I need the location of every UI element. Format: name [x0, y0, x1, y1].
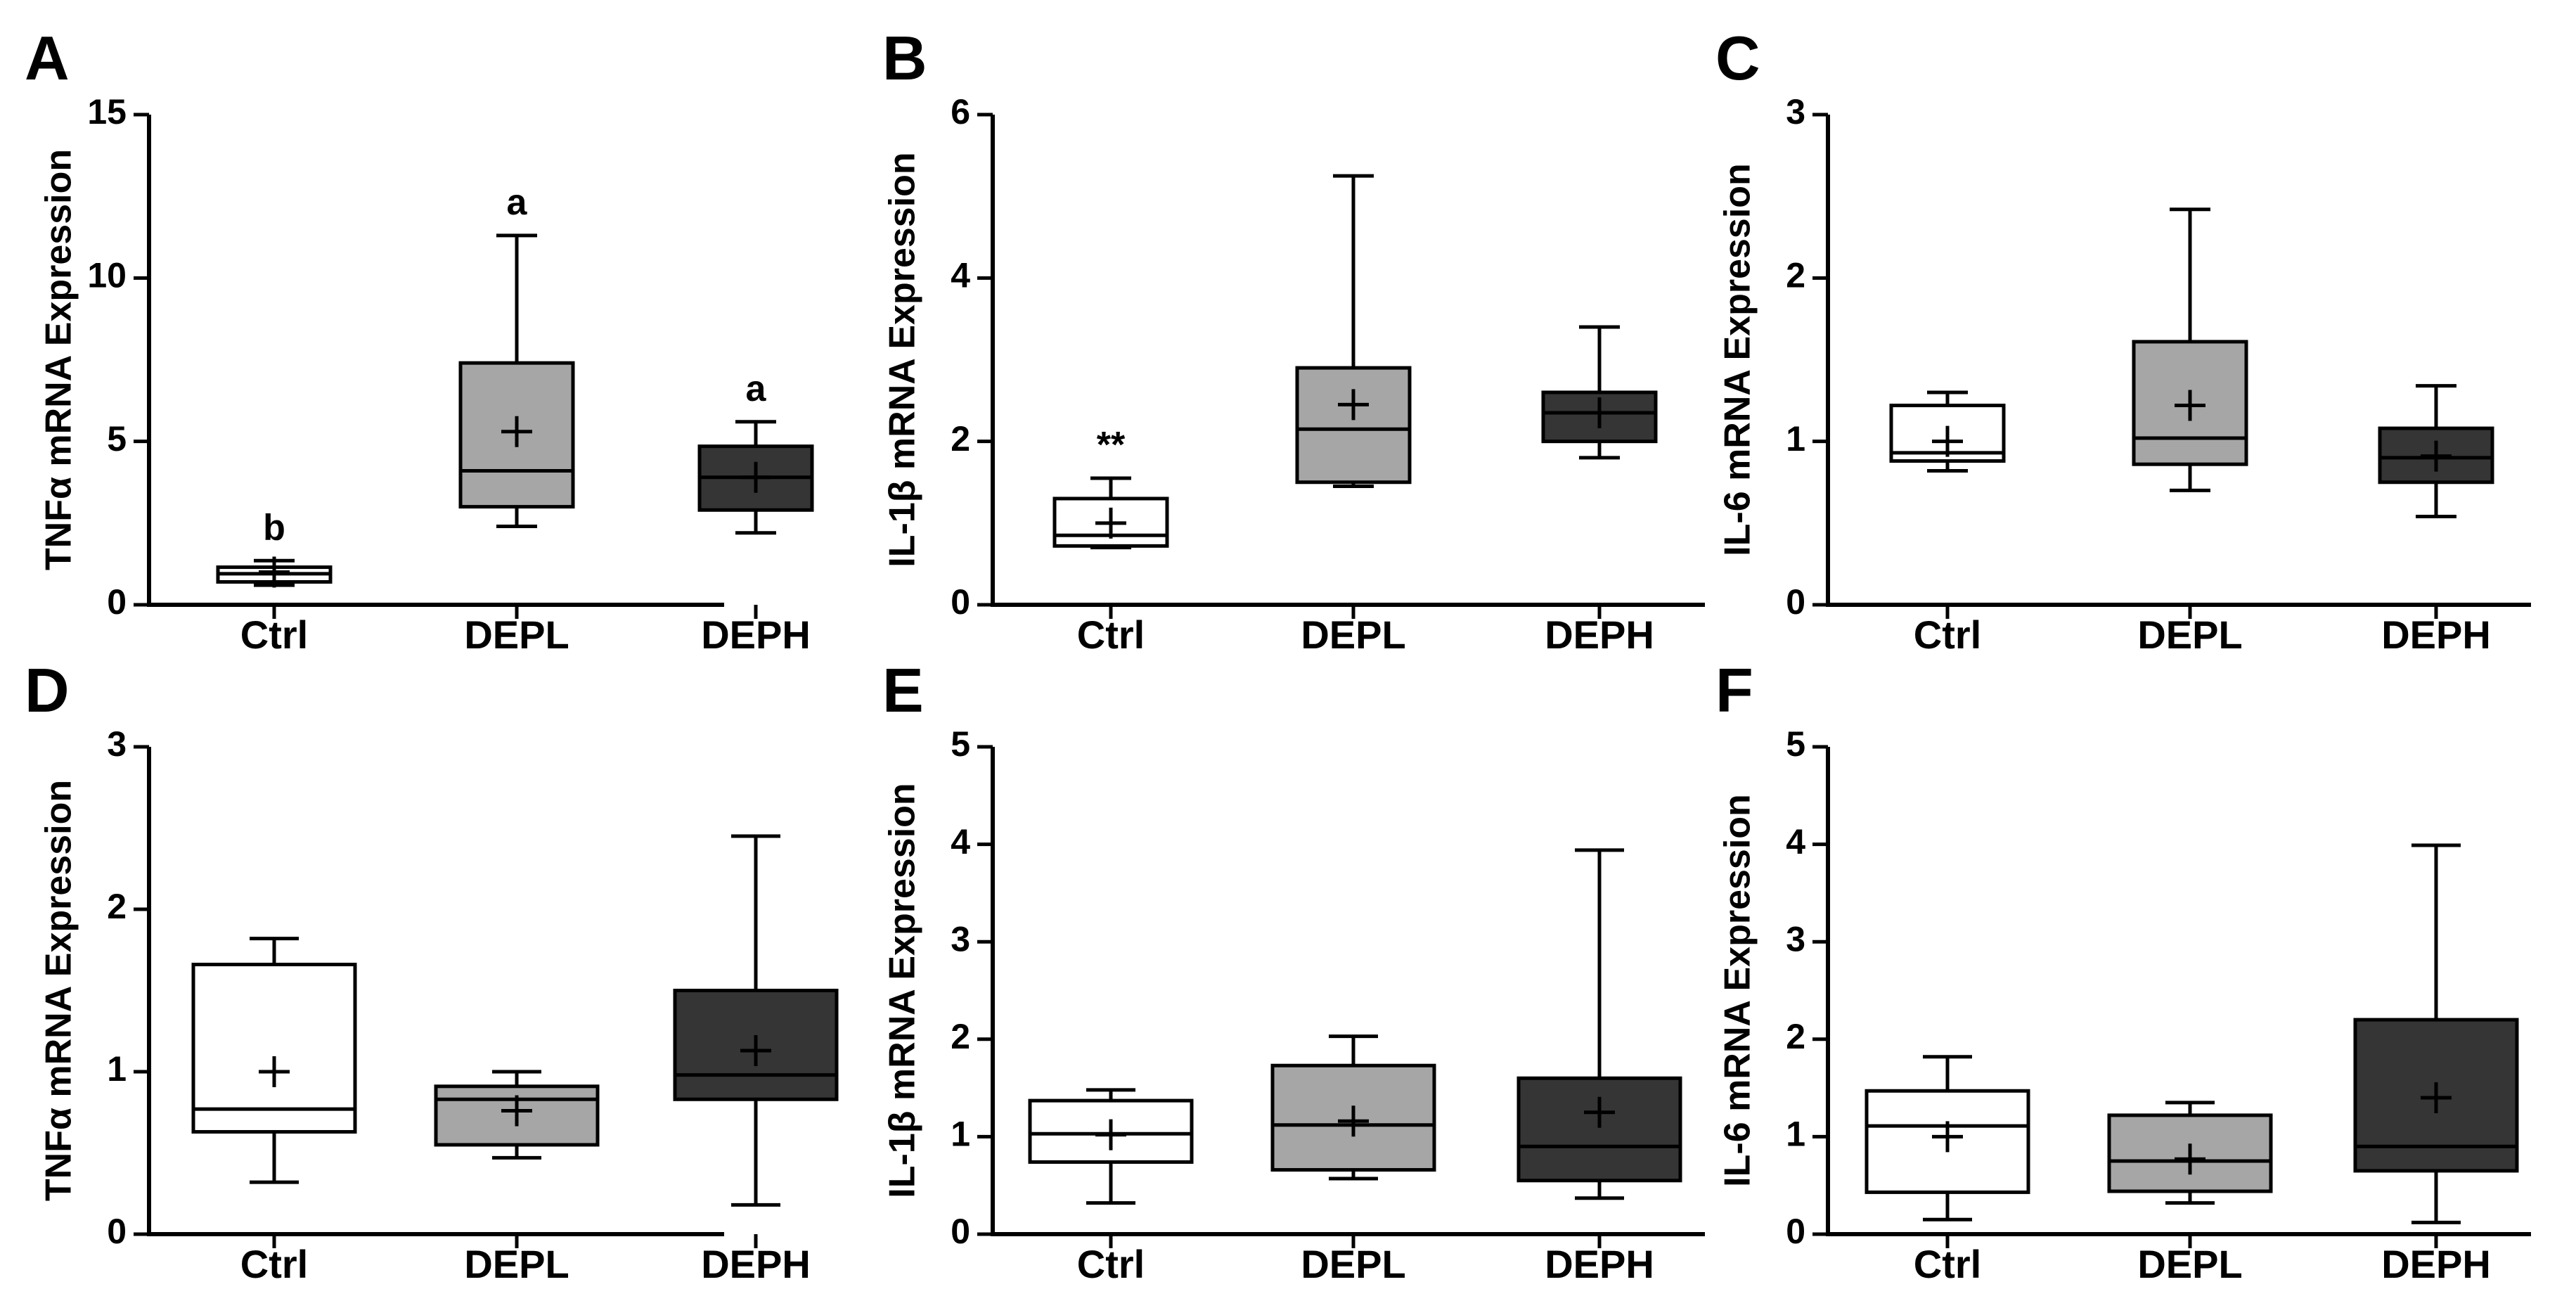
- box-deph: [673, 834, 839, 1207]
- y-axis-label: IL-6 mRNA Expression: [1718, 794, 1758, 1187]
- y-tick-label: 5: [107, 419, 127, 459]
- y-tick-label: 1: [951, 1115, 970, 1154]
- y-tick-label: 4: [951, 256, 970, 295]
- y-tick-label: 0: [107, 1212, 127, 1251]
- x-tick-label-ctrl: Ctrl: [1914, 1242, 1981, 1286]
- box-depl: [1270, 1034, 1436, 1181]
- panel-f: F IL-6 mRNA Expression 0 1 2 3 4 5 Ctrl DEPL DEPH: [1715, 655, 2531, 1286]
- panel-a: A TNFα mRNA Expression 0 5 10 15 Ctrl DEPL DEPH b…: [25, 23, 814, 657]
- panel-b: B IL-1β mRNA Expression 0 2 4 6 Ctrl DEPL DEPH **: [882, 23, 1705, 657]
- y-tick-label: 0: [951, 1212, 970, 1251]
- x-tick-label-deph: DEPH: [1545, 613, 1654, 657]
- panel-d: D TNFα mRNA Expression 0 1 2 3 Ctrl DEPL DEPH: [25, 655, 839, 1286]
- box-deph: a: [697, 368, 814, 535]
- y-tick-label: 10: [87, 256, 127, 295]
- box-ctrl: [1865, 1055, 2030, 1222]
- x-tick-label-deph: DEPH: [701, 613, 811, 657]
- y-axis-label: IL-1β mRNA Expression: [882, 783, 923, 1198]
- y-tick-label: 0: [107, 582, 127, 622]
- y-tick-label: 3: [1786, 92, 1805, 132]
- x-tick-label-ctrl: Ctrl: [1914, 613, 1981, 657]
- box-iqr: [458, 361, 575, 509]
- y-tick-label: 2: [1786, 256, 1805, 295]
- box-iqr: [1516, 1076, 1682, 1183]
- y-tick-label: 6: [951, 92, 970, 132]
- y-tick-label: 5: [951, 724, 970, 764]
- x-tick-label-depl: DEPL: [2137, 613, 2242, 657]
- box-ctrl: b: [216, 507, 333, 588]
- significance-label: **: [1097, 425, 1126, 466]
- y-tick-label: 0: [951, 582, 970, 622]
- x-tick-label-depl: DEPL: [2137, 1242, 2242, 1286]
- y-axis-label: IL-6 mRNA Expression: [1718, 163, 1758, 556]
- significance-label: a: [507, 182, 528, 223]
- significance-label: a: [746, 368, 767, 409]
- x-tick-label-ctrl: Ctrl: [1077, 1242, 1145, 1286]
- box-iqr: [191, 963, 357, 1134]
- y-tick-label: 5: [1786, 724, 1805, 764]
- x-tick-label-depl: DEPL: [1301, 1242, 1405, 1286]
- panel-letter: F: [1715, 655, 1753, 725]
- x-tick-label-deph: DEPH: [1545, 1242, 1654, 1286]
- y-tick-label: 3: [951, 919, 970, 958]
- y-tick-label: 1: [1786, 1115, 1805, 1154]
- y-axis-label: TNFα mRNA Expression: [39, 149, 79, 570]
- y-tick-label: 0: [1786, 1212, 1805, 1251]
- y-tick-label: 3: [107, 724, 127, 764]
- box-depl: [2107, 1101, 2273, 1205]
- y-tick-label: 2: [951, 1017, 970, 1056]
- box-deph: [1516, 848, 1682, 1200]
- box-ctrl: [1028, 1088, 1194, 1205]
- y-tick-label: 0: [1786, 582, 1805, 622]
- y-tick-label: 3: [1786, 919, 1805, 958]
- panel-e: E IL-1β mRNA Expression 0 1 2 3 4 5 Ctrl DEPL DEPH: [882, 655, 1705, 1286]
- panel-letter: D: [25, 655, 70, 725]
- box-ctrl: **: [1052, 425, 1169, 550]
- box-depl: [434, 1070, 600, 1160]
- y-tick-label: 4: [951, 822, 970, 861]
- box-iqr: [1295, 366, 1412, 485]
- box-depl: [1295, 174, 1412, 489]
- box-deph: [1541, 325, 1658, 460]
- y-axis-label: IL-1β mRNA Expression: [882, 152, 923, 567]
- x-tick-label-deph: DEPH: [701, 1242, 811, 1286]
- y-tick-label: 2: [951, 419, 970, 459]
- x-tick-label-deph: DEPH: [2381, 613, 2491, 657]
- box-ctrl: [191, 937, 357, 1184]
- x-tick-label-depl: DEPL: [464, 1242, 569, 1286]
- x-tick-label-depl: DEPL: [1301, 613, 1405, 657]
- y-tick-label: 15: [87, 92, 127, 132]
- panel-c: C IL-6 mRNA Expression 0 1 2 3 Ctrl DEPL DEPH: [1715, 23, 2531, 657]
- x-tick-label-ctrl: Ctrl: [240, 1242, 308, 1286]
- x-tick-label-ctrl: Ctrl: [240, 613, 308, 657]
- y-tick-label: 1: [1786, 419, 1805, 459]
- panel-letter: A: [25, 23, 70, 93]
- panel-letter: E: [882, 655, 924, 725]
- x-tick-label-deph: DEPH: [2381, 1242, 2491, 1286]
- y-tick-label: 4: [1786, 822, 1805, 861]
- box-iqr: [1865, 1089, 2030, 1194]
- box-depl: a: [458, 182, 575, 528]
- panel-letter: B: [882, 23, 927, 93]
- x-tick-label-depl: DEPL: [464, 613, 569, 657]
- x-tick-label-ctrl: Ctrl: [1077, 613, 1145, 657]
- significance-label: b: [263, 507, 285, 548]
- y-tick-label: 2: [1786, 1017, 1805, 1056]
- box-depl: [2132, 207, 2248, 492]
- box-deph: [2353, 843, 2519, 1224]
- box-deph: [2378, 384, 2494, 519]
- y-tick-label: 1: [107, 1049, 127, 1089]
- box-ctrl: [1889, 390, 2006, 473]
- y-tick-label: 2: [107, 887, 127, 926]
- y-axis-label: TNFα mRNA Expression: [39, 780, 79, 1201]
- panel-letter: C: [1715, 23, 1760, 93]
